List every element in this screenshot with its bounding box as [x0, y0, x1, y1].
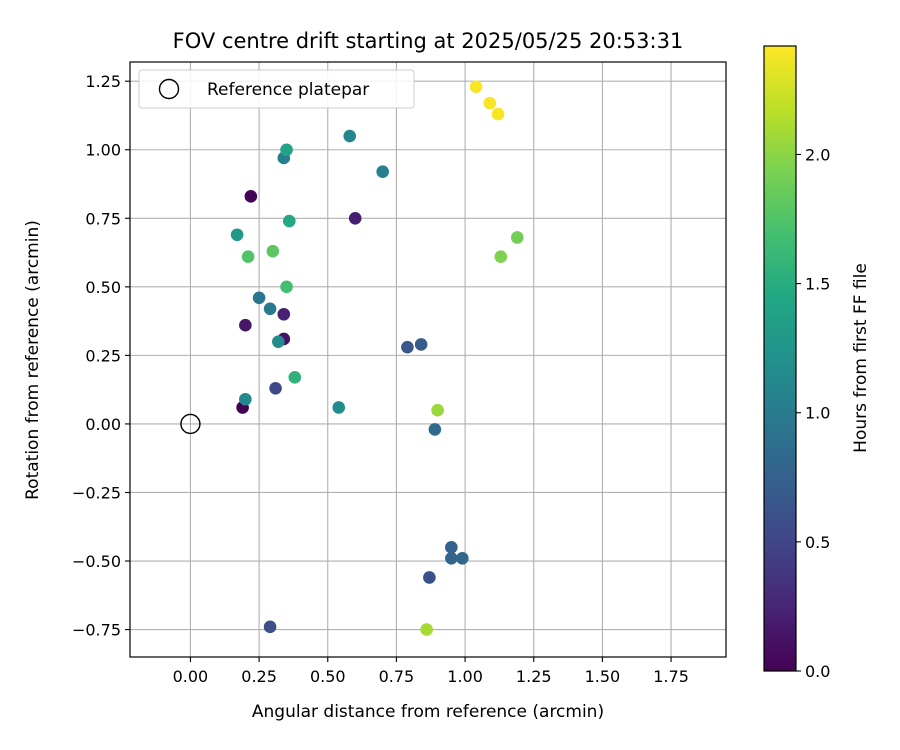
- colorbar-tick-label: 0.5: [805, 533, 830, 552]
- data-point: [420, 623, 433, 636]
- data-point: [277, 307, 291, 321]
- data-point: [280, 280, 293, 294]
- y-tick-label: −0.50: [72, 552, 121, 571]
- data-point: [288, 371, 302, 384]
- data-point: [456, 551, 469, 565]
- data-point: [239, 318, 252, 332]
- y-tick-label: 0.25: [85, 346, 121, 365]
- data-point: [401, 340, 414, 354]
- y-tick-label: 0.00: [85, 415, 121, 434]
- data-point: [241, 250, 255, 263]
- x-tick-label: 1.00: [447, 667, 483, 686]
- legend-box: [138, 69, 415, 109]
- colorbar-tick-label: 0.0: [805, 662, 830, 681]
- data-point: [263, 620, 277, 634]
- x-tick-label: 0.50: [310, 667, 346, 686]
- y-tick-label: 0.50: [85, 278, 121, 297]
- data-point: [483, 96, 497, 110]
- data-point: [272, 335, 285, 348]
- reference-marker: [180, 413, 201, 435]
- colorbar-ticks: 0.0 0.5 1.0 1.5 2.0: [796, 145, 830, 681]
- data-point: [445, 551, 458, 565]
- colorbar-tick-label: 2.0: [805, 145, 830, 164]
- x-tick-label: 1.75: [653, 667, 689, 686]
- y-tick-label: 1.25: [85, 72, 121, 91]
- data-point: [428, 423, 442, 436]
- data-points: [230, 80, 524, 636]
- colorbar-tick-label: 1.0: [805, 404, 830, 423]
- data-point: [510, 231, 524, 244]
- data-point: [491, 107, 505, 121]
- data-point: [269, 381, 282, 395]
- x-tick-label: 0.00: [173, 667, 209, 686]
- data-point: [348, 211, 362, 225]
- data-point: [469, 80, 483, 93]
- legend: Reference platepar: [138, 69, 415, 109]
- data-point: [376, 165, 389, 178]
- colorbar-label: Hours from first FF file: [851, 263, 871, 453]
- chart-title: FOV centre drift starting at 2025/05/25 …: [173, 29, 684, 53]
- colorbar-tick-label: 1.5: [805, 275, 830, 294]
- y-tick-label: 0.75: [85, 209, 121, 228]
- data-point: [263, 302, 277, 316]
- x-tick-label: 1.50: [585, 667, 621, 686]
- legend-label: Reference platepar: [207, 80, 369, 100]
- data-point: [280, 143, 293, 157]
- data-point: [282, 214, 296, 228]
- data-point: [332, 401, 346, 414]
- plot-frame: [129, 61, 727, 658]
- data-point: [414, 338, 428, 351]
- x-tick-label: 1.25: [516, 667, 552, 686]
- data-point: [431, 403, 444, 417]
- data-point: [445, 541, 458, 554]
- colorbar: 0.0 0.5 1.0 1.5 2.0 Hours from first FF file: [763, 45, 871, 681]
- x-axis-label: Angular distance from reference (arcmin): [252, 702, 604, 722]
- y-tick-label: 1.00: [85, 141, 121, 160]
- reference-platepar-marker: [180, 413, 201, 435]
- data-point: [343, 129, 357, 143]
- data-point: [239, 392, 252, 406]
- data-point: [230, 228, 244, 242]
- data-point: [423, 571, 436, 584]
- data-point: [266, 244, 280, 258]
- y-tick-label: −0.75: [72, 621, 121, 640]
- x-axis-ticks: 0.00 0.25 0.50 0.75 1.00 1.25 1.50 1.75: [173, 657, 689, 686]
- data-point: [252, 291, 266, 305]
- data-point: [494, 250, 508, 263]
- y-tick-label: −0.25: [72, 483, 121, 502]
- y-axis-ticks: −0.75 −0.50 −0.25 0.00 0.25 0.50 0.75 1.00 1.25: [72, 72, 130, 640]
- x-tick-label: 0.75: [379, 667, 415, 686]
- grid-lines: [130, 62, 726, 657]
- legend-open-circle-icon: [158, 78, 180, 100]
- x-tick-label: 0.25: [241, 667, 277, 686]
- data-point: [244, 190, 258, 203]
- y-axis-label: Rotation from reference (arcmin): [23, 220, 43, 500]
- colorbar-gradient: [763, 45, 797, 672]
